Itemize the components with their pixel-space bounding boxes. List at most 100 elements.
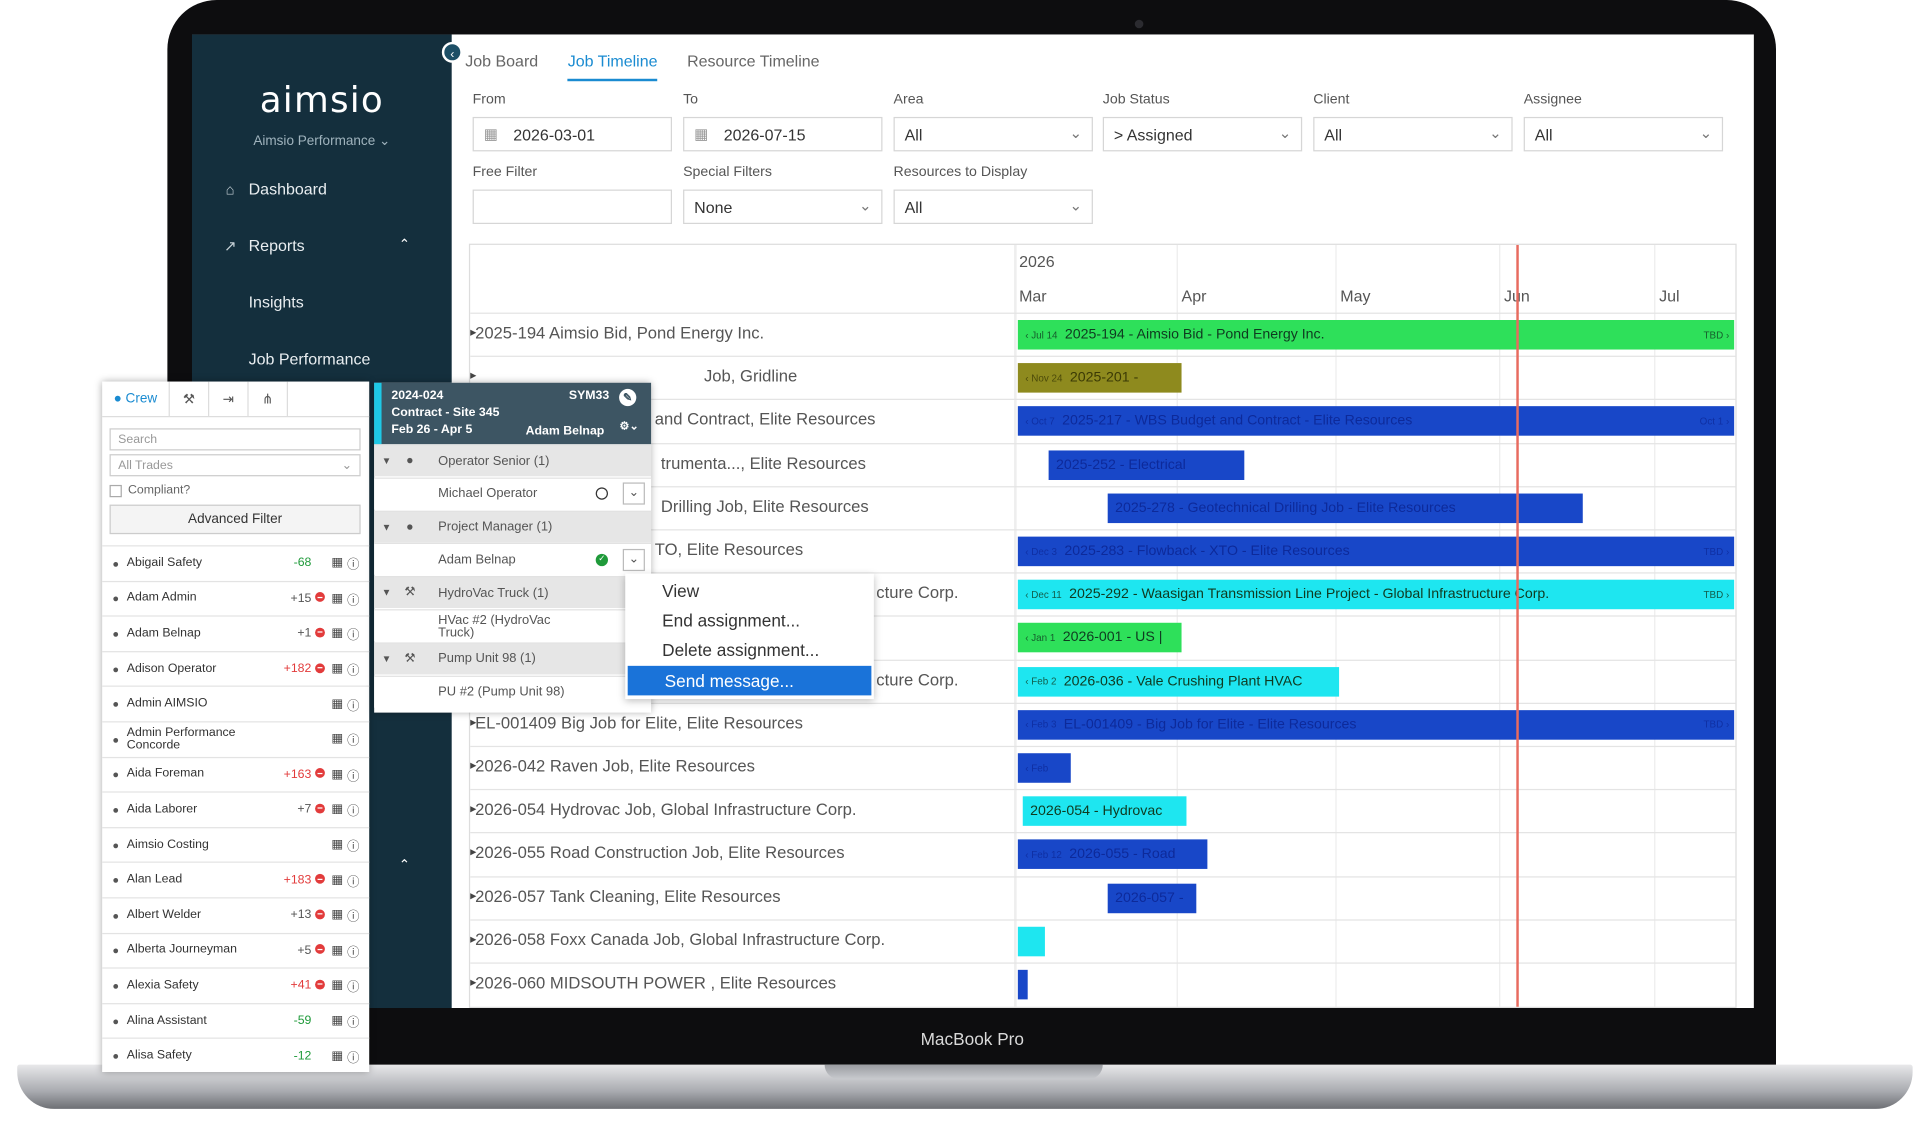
calendar-icon[interactable]: ▦ (331, 1014, 344, 1028)
expand-arrow-icon[interactable]: ▸ (470, 846, 477, 860)
calendar-icon[interactable]: ▦ (331, 627, 344, 641)
job-label[interactable]: EL-001409 Big Job for Elite, Elite Resou… (475, 713, 803, 733)
caret-down-icon[interactable]: ▼ (381, 653, 392, 665)
calendar-icon[interactable]: ▦ (331, 943, 344, 958)
job-label[interactable]: cture Corp. (876, 583, 959, 603)
sidebar-item-insights[interactable]: Insights (249, 293, 304, 311)
calendar-icon[interactable]: ▦ (331, 767, 344, 782)
job-label[interactable]: cture Corp. (876, 670, 959, 689)
info-icon[interactable]: ⓘ (347, 699, 360, 714)
timeline-row[interactable]: 2026-055 Road Construction Job, Elite Re… (470, 832, 1736, 875)
calendar-icon[interactable]: ▦ (331, 591, 344, 606)
calendar-icon[interactable]: ▦ (331, 908, 344, 923)
crew-row[interactable]: ● Adison Operator +182 ▦ ⓘ (102, 650, 370, 686)
resource-group[interactable]: ▼ ● Project Manager (1) (374, 510, 652, 543)
crew-row[interactable]: ● Alisa Safety -12 ▦ ⓘ (102, 1038, 370, 1073)
assignment-row[interactable]: Adam Belnap ✓ ⌄ (374, 543, 652, 576)
timeline-row[interactable]: EL-001409 Big Job for Elite, Elite Resou… (470, 702, 1736, 746)
info-icon[interactable]: ⓘ (347, 981, 360, 996)
edit-icon[interactable]: ✎ (619, 388, 637, 407)
timeline-row[interactable]: 2025-194 Aimsio Bid, Pond Energy Inc. ▸ ‹… (470, 312, 1736, 356)
crew-row[interactable]: ● Alexia Safety +41 ▦ ⓘ (102, 967, 370, 1003)
calendar-icon[interactable]: ▦ (331, 556, 344, 571)
job-bar[interactable]: ‹ Feb (1017, 753, 1071, 783)
timeline-row[interactable]: 2026-057 Tank Cleaning, Elite Resources … (470, 875, 1736, 919)
tab-resource-timeline[interactable]: Resource Timeline (687, 51, 820, 71)
wrench-icon[interactable]: ⚒ (170, 381, 210, 417)
expand-arrow-icon[interactable]: ▸ (470, 369, 477, 384)
resources-select[interactable]: All ⌄ (893, 189, 1093, 225)
expand-arrow-icon[interactable]: ▸ (470, 802, 477, 817)
info-icon[interactable]: ⓘ (347, 559, 360, 573)
job-status-select[interactable]: > Assigned ⌄ (1102, 116, 1303, 152)
crew-row[interactable]: ● Aida Laborer +7 ▦ ⓘ (102, 791, 370, 827)
info-icon[interactable]: ⓘ (347, 1051, 360, 1066)
info-icon[interactable]: ⓘ (347, 875, 360, 890)
menu-item-send-message[interactable]: Send message... (627, 665, 872, 696)
crew-row[interactable]: ● Alberta Journeyman +5 ▦ ⓘ (102, 932, 370, 967)
menu-item-view[interactable]: View (662, 580, 700, 601)
job-bar[interactable]: 2026-054 - Hydrovac (1022, 796, 1187, 827)
calendar-icon[interactable]: ▦ (331, 803, 344, 817)
job-label[interactable]: 2026-055 Road Construction Job, Elite Re… (475, 843, 845, 863)
assignment-row[interactable]: HVac #2 (HydroVac Truck) (374, 609, 652, 642)
trades-select[interactable]: All Trades ⌄ (109, 454, 361, 477)
advanced-filter-button[interactable]: Advanced Filter (109, 504, 361, 535)
job-bar[interactable]: ‹ Oct 7 2025-217 - WBS Budget and Contrac… (1017, 406, 1735, 437)
special-filters-select[interactable]: None ⌄ (683, 189, 883, 225)
calendar-icon[interactable]: ▦ (331, 662, 344, 676)
crew-search-input[interactable]: Search (109, 428, 361, 451)
job-bar[interactable]: 2025-252 - Electrical (1048, 449, 1245, 480)
crew-row[interactable]: ● Adam Admin +15 ▦ ⓘ (102, 580, 370, 615)
expand-arrow-icon[interactable]: ▸ (470, 759, 477, 773)
job-bar[interactable]: ‹ Feb 3 EL-001409 - Big Job for Elite - E… (1017, 709, 1735, 740)
tab-job-timeline[interactable]: Job Timeline (567, 52, 658, 82)
tab-job-board[interactable]: Job Board (465, 51, 539, 71)
expand-arrow-icon[interactable]: ▸ (470, 326, 477, 340)
job-bar[interactable]: ‹ Feb 2 2026-036 - Vale Crushing Plant HV… (1017, 666, 1340, 697)
crew-row[interactable]: ● Abigail Safety -68 ▦ ⓘ (102, 545, 370, 580)
chevron-up-icon[interactable]: ⌃ (398, 857, 411, 873)
job-label[interactable]: 2025-194 Aimsio Bid, Pond Energy Inc. (475, 323, 765, 343)
info-icon[interactable]: ⓘ (347, 840, 360, 855)
job-bar[interactable]: ‹ Jul 14 2025-194 - Aimsio Bid - Pond Ene… (1017, 320, 1735, 350)
resource-group[interactable]: ▼ ● Operator Senior (1) (374, 444, 652, 477)
info-icon[interactable]: ⓘ (347, 770, 360, 784)
calendar-icon[interactable]: ▦ (331, 838, 344, 852)
org-selector[interactable]: Aimsio Performance ⌄ (253, 134, 391, 149)
resource-group[interactable]: ▼ ⚒ HydroVac Truck (1) (374, 576, 652, 609)
from-date-field[interactable]: ▦ 2026-03-01 (472, 116, 673, 152)
row-dropdown-button[interactable]: ⌄ (622, 548, 645, 571)
menu-item-delete-assignment[interactable]: Delete assignment... (662, 640, 820, 660)
info-icon[interactable]: ⓘ (347, 1016, 360, 1031)
job-label[interactable]: 2026-054 Hydrovac Job, Global Infrastruc… (475, 800, 857, 819)
calendar-icon[interactable]: ▦ (331, 873, 344, 888)
timeline-row[interactable]: Drilling Job, Elite Resources ▸2025-278 … (470, 485, 1736, 529)
resource-group[interactable]: ▼ ⚒ Pump Unit 98 (1) (374, 642, 652, 675)
assignment-row[interactable]: Michael Operator ⌄ (374, 477, 652, 510)
job-label[interactable]: 2026-060 MIDSOUTH POWER , Elite Resource… (475, 973, 837, 993)
info-icon[interactable]: ⓘ (347, 629, 360, 644)
job-label[interactable]: and Contract, Elite Resources (654, 410, 876, 429)
sign-in-icon[interactable]: ⇥ (209, 381, 249, 417)
job-bar[interactable]: ‹ Feb 12 2026-055 - Road (1017, 839, 1208, 870)
expand-arrow-icon[interactable]: ▸ (470, 976, 477, 990)
crew-row[interactable]: ● Aida Foreman +163 ▦ ⓘ (102, 756, 370, 791)
job-bar[interactable]: ‹ Jan 1 2026-001 - US | (1017, 623, 1182, 653)
job-label[interactable]: 2026-042 Raven Job, Elite Resources (475, 756, 755, 776)
settings-icon[interactable]: ⚙⌄ (619, 419, 639, 433)
client-select[interactable]: All ⌄ (1313, 116, 1513, 152)
crew-row[interactable]: ● Albert Welder +13 ▦ ⓘ (102, 897, 370, 932)
calendar-icon[interactable]: ▦ (331, 1049, 344, 1064)
job-label[interactable]: Job, Gridline (704, 367, 798, 386)
crew-row[interactable]: ● Alina Assistant -59 ▦ ⓘ (102, 1002, 370, 1038)
timeline-row[interactable]: ‹ Jan 1 2026-001 - US | (470, 615, 1736, 659)
calendar-icon[interactable]: ▦ (331, 732, 344, 747)
job-bar[interactable] (1017, 969, 1028, 1000)
job-label[interactable]: trumenta..., Elite Resources (660, 453, 866, 473)
info-icon[interactable]: ⓘ (347, 664, 360, 679)
crew-row[interactable]: ● Admin AIMSIO ▦ ⓘ (102, 686, 370, 721)
